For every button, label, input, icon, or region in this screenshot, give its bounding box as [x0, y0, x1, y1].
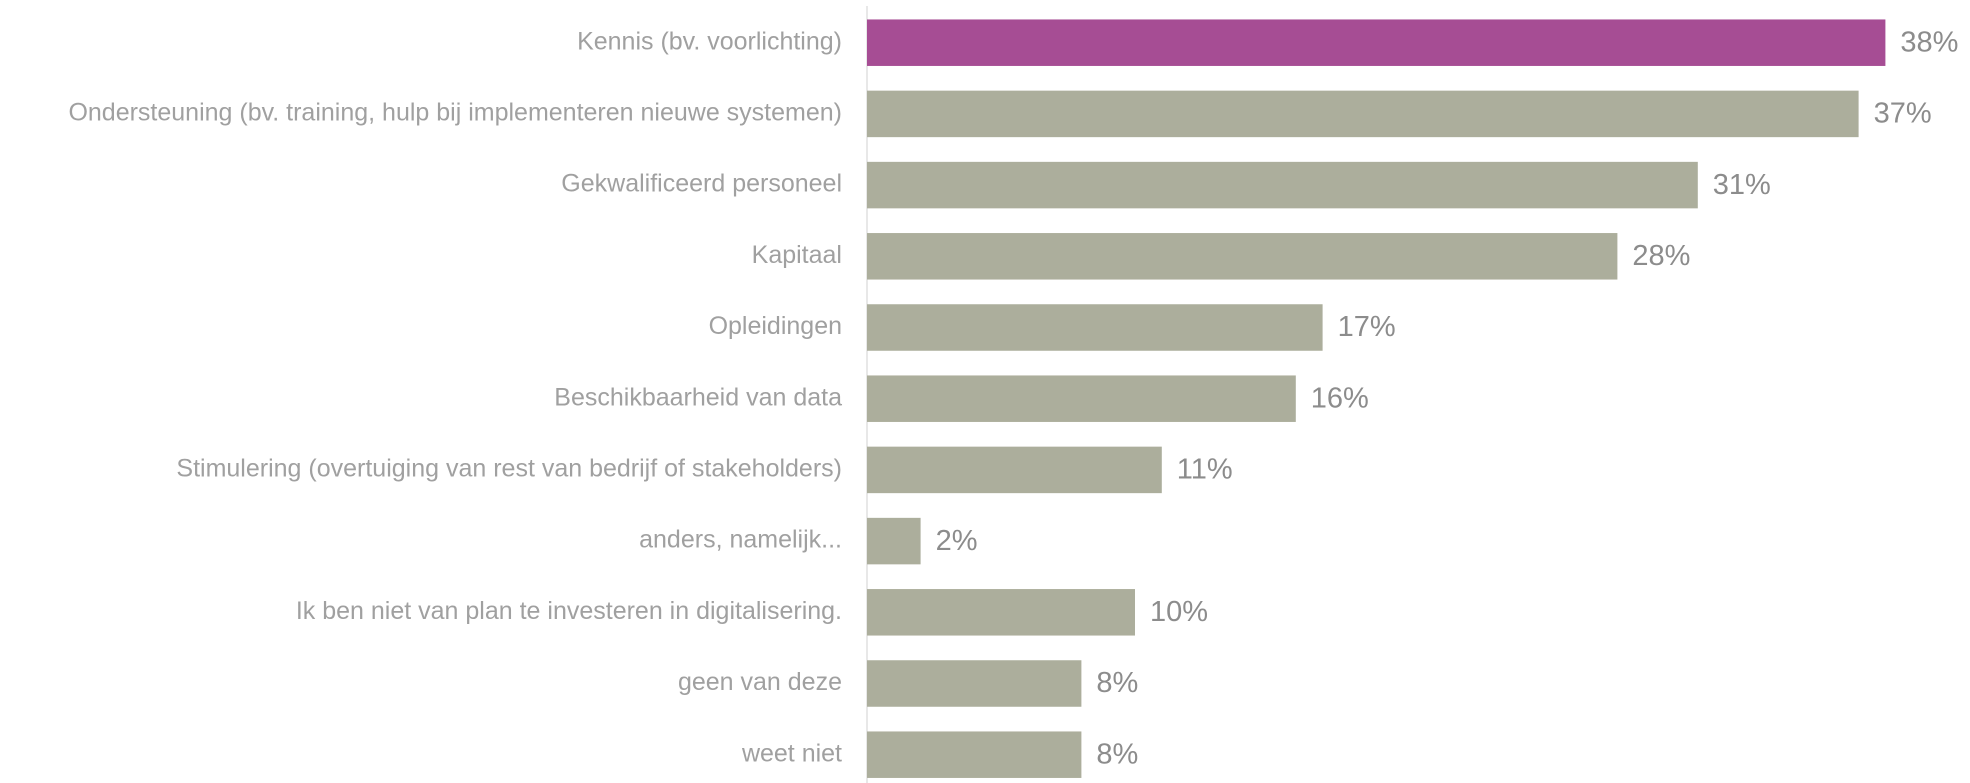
bar: [867, 731, 1082, 778]
bar: [867, 446, 1162, 494]
value-label: 31%: [1713, 169, 1771, 201]
category-label: Opleidingen: [709, 312, 842, 340]
value-label: 28%: [1632, 240, 1690, 272]
value-label: 38%: [1900, 26, 1958, 58]
bar: [867, 19, 1886, 66]
bar: [867, 589, 1135, 636]
category-label: anders, namelijk...: [639, 526, 842, 554]
category-label: Kapitaal: [752, 241, 842, 269]
bar: [867, 375, 1296, 422]
category-label: Kennis (bv. voorlichting): [577, 27, 842, 55]
bar: [867, 90, 1859, 138]
bar: [867, 304, 1323, 351]
bar: [867, 660, 1082, 707]
value-label: 16%: [1311, 382, 1369, 414]
category-label: Beschikbaarheid van data: [554, 383, 842, 411]
category-label: Gekwalificeerd personeel: [561, 170, 842, 198]
category-label: Stimulering (overtuiging van rest van be…: [176, 455, 842, 483]
category-label: Ik ben niet van plan te investeren in di…: [296, 597, 842, 625]
value-label: 8%: [1096, 667, 1138, 699]
category-label: geen van deze: [678, 668, 842, 696]
value-label: 11%: [1177, 454, 1233, 486]
value-label: 17%: [1338, 311, 1396, 343]
category-label: weet niet: [741, 739, 842, 767]
value-label: 10%: [1150, 596, 1208, 628]
value-label: 8%: [1096, 738, 1138, 770]
category-label: Ondersteuning (bv. training, hulp bij im…: [68, 99, 842, 127]
bar: [867, 517, 921, 565]
value-label: 37%: [1874, 98, 1932, 130]
bar: [867, 161, 1698, 209]
bar: [867, 233, 1618, 280]
value-label: 2%: [936, 525, 978, 557]
